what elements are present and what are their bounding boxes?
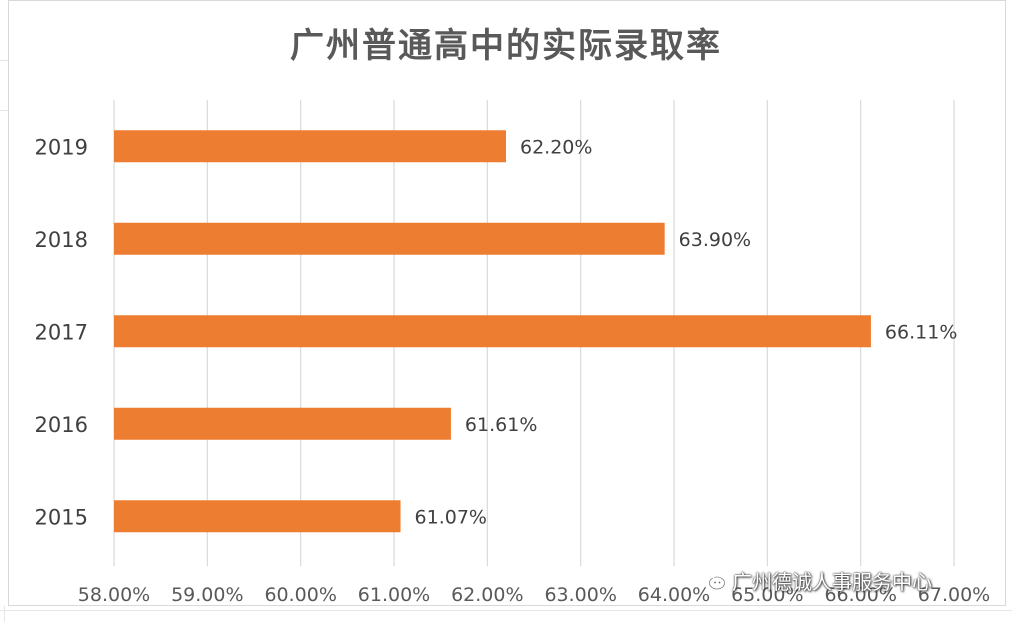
category-label-2017: 2017 — [35, 320, 88, 344]
watermark-text: 广州德诚人事服务中心 — [732, 569, 932, 594]
data-label-2016: 61.61% — [465, 414, 537, 436]
sheet-gridline — [0, 60, 8, 61]
x-tick-label: 61.00% — [358, 584, 430, 606]
x-tick-label: 62.00% — [451, 584, 523, 606]
category-label-2018: 2018 — [35, 228, 88, 252]
sheet-gridline — [0, 610, 1012, 611]
bar-2016 — [114, 407, 451, 440]
data-labels: 62.20% 63.90% 66.11% 61.61% 61.07% — [415, 136, 958, 528]
category-label-2019: 2019 — [35, 135, 88, 159]
data-label-2018: 63.90% — [679, 229, 751, 251]
bars — [114, 130, 871, 533]
bar-2017 — [114, 315, 871, 348]
category-label-2015: 2015 — [35, 505, 88, 529]
data-label-2015: 61.07% — [415, 506, 487, 528]
x-tick-labels: 58.00% 59.00% 60.00% 61.00% 62.00% 63.00% 64.0… — [78, 584, 990, 606]
bar-2015 — [114, 500, 401, 533]
category-labels: 2019 2018 2017 2016 2015 — [35, 135, 88, 529]
data-label-2019: 62.20% — [520, 136, 592, 158]
sheet-gridline — [4, 606, 5, 622]
bar-2019 — [114, 130, 506, 163]
data-label-2017: 66.11% — [885, 321, 957, 343]
x-tick-label: 58.00% — [78, 584, 150, 606]
wechat-icon — [700, 569, 725, 590]
bar-2018 — [114, 222, 665, 255]
x-tick-label: 64.00% — [638, 584, 710, 606]
x-tick-label: 59.00% — [171, 584, 243, 606]
sheet-gridline — [0, 110, 8, 111]
x-tick-label: 67.00% — [918, 584, 990, 606]
category-label-2016: 2016 — [35, 413, 88, 437]
x-tick-label: 60.00% — [264, 584, 336, 606]
x-tick-label: 63.00% — [544, 584, 616, 606]
x-tick-label: 65.00% — [731, 584, 803, 606]
chart-title: 广州普通高中的实际录取率 — [290, 26, 722, 66]
x-tick-label: 66.00% — [824, 584, 896, 606]
watermark: 广州德诚人事服务中心 — [700, 565, 932, 595]
